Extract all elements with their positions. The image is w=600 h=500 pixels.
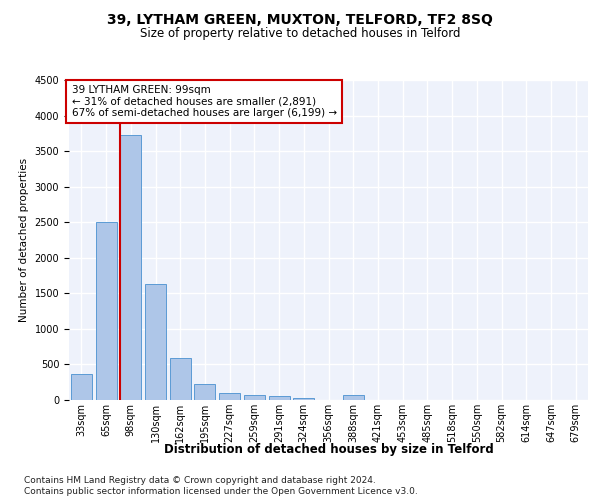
Text: 39 LYTHAM GREEN: 99sqm
← 31% of detached houses are smaller (2,891)
67% of semi-: 39 LYTHAM GREEN: 99sqm ← 31% of detached… [71,85,337,118]
Bar [293,398,314,400]
Bar [170,358,191,400]
Bar [71,374,92,400]
Bar [145,284,166,400]
Bar [244,396,265,400]
Text: Distribution of detached houses by size in Telford: Distribution of detached houses by size … [164,442,494,456]
Bar [95,222,116,400]
Text: 39, LYTHAM GREEN, MUXTON, TELFORD, TF2 8SQ: 39, LYTHAM GREEN, MUXTON, TELFORD, TF2 8… [107,12,493,26]
Y-axis label: Number of detached properties: Number of detached properties [19,158,29,322]
Bar [269,396,290,400]
Bar [343,396,364,400]
Bar [219,392,240,400]
Bar [194,384,215,400]
Text: Contains public sector information licensed under the Open Government Licence v3: Contains public sector information licen… [24,488,418,496]
Text: Contains HM Land Registry data © Crown copyright and database right 2024.: Contains HM Land Registry data © Crown c… [24,476,376,485]
Bar [120,136,141,400]
Text: Size of property relative to detached houses in Telford: Size of property relative to detached ho… [140,28,460,40]
